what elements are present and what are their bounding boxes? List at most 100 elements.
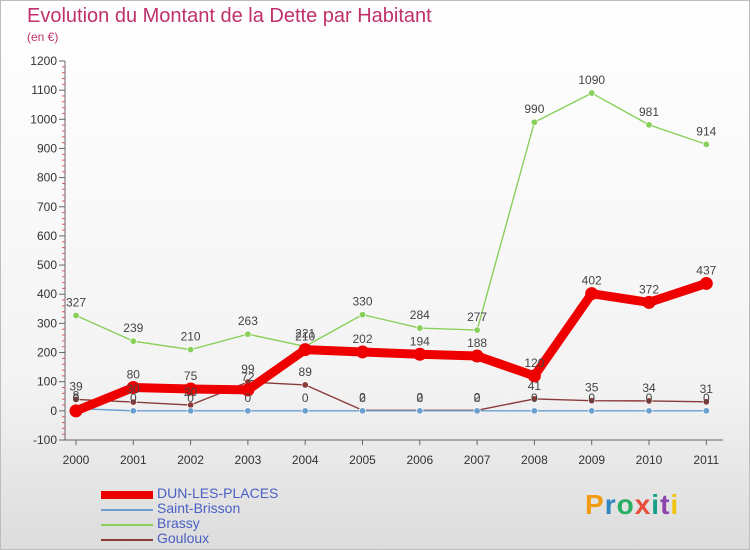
y-tick-label: 1000	[30, 112, 57, 126]
data-point-gouloux	[588, 397, 596, 405]
legend-label-gouloux: Gouloux	[157, 530, 210, 546]
x-tick-label: 2000	[63, 453, 90, 467]
data-label-brassy: 263	[238, 314, 258, 328]
y-tick-label: -100	[33, 433, 57, 447]
x-tick-label: 2004	[292, 453, 319, 467]
x-tick-label: 2009	[578, 453, 605, 467]
data-label-saint-brisson: 0	[416, 391, 423, 405]
data-point-dun-les-places	[470, 349, 484, 363]
y-tick-label: 100	[37, 375, 57, 389]
data-label-dun-les-places: 120	[524, 356, 544, 370]
data-label-gouloux: 39	[69, 379, 83, 393]
legend-label-brassy: Brassy	[157, 515, 200, 531]
data-label-saint-brisson: 0	[531, 391, 538, 405]
data-point-dun-les-places	[69, 404, 83, 418]
data-point-saint-brisson	[187, 407, 195, 415]
series-line-brassy	[75, 92, 707, 351]
data-point-saint-brisson	[530, 407, 538, 415]
data-label-brassy: 327	[66, 296, 86, 310]
data-point-brassy	[588, 89, 596, 97]
data-point-gouloux	[702, 398, 710, 406]
data-point-gouloux	[530, 395, 538, 403]
legend-label-saint-brisson: Saint-Brisson	[157, 500, 241, 516]
data-label-brassy: 221	[295, 326, 315, 340]
data-point-gouloux	[645, 397, 653, 405]
y-tick-label: 900	[37, 141, 57, 155]
data-label-saint-brisson: 0	[302, 391, 309, 405]
data-label-dun-les-places: 210	[295, 330, 315, 344]
legend-item-gouloux[interactable]: Gouloux	[101, 530, 361, 547]
data-label-gouloux: 2	[416, 390, 423, 404]
series-line-saint-brisson	[75, 407, 707, 412]
data-point-saint-brisson	[416, 407, 424, 415]
data-point-brassy	[358, 311, 366, 319]
data-point-saint-brisson	[645, 407, 653, 415]
data-point-saint-brisson	[473, 407, 481, 415]
proxiti-logo: Proxiti	[585, 489, 679, 521]
data-point-dun-les-places	[126, 381, 140, 395]
data-label-gouloux: 34	[642, 381, 656, 395]
legend: DUN-LES-PLACES Saint-Brisson Brassy Goul…	[101, 485, 361, 547]
x-tick-label: 2011	[693, 453, 719, 467]
data-label-dun-les-places: 72	[241, 370, 255, 384]
data-point-brassy	[244, 330, 252, 338]
data-point-dun-les-places	[527, 369, 541, 383]
data-label-dun-les-places: 402	[582, 274, 602, 288]
data-point-brassy	[530, 118, 538, 126]
data-point-dun-les-places	[356, 345, 369, 359]
data-point-dun-les-places	[241, 383, 255, 397]
data-label-brassy: 330	[352, 295, 372, 309]
chart-unit-label: (en €)	[27, 30, 59, 44]
y-tick-label: 500	[37, 258, 57, 272]
data-label-gouloux: 30	[127, 382, 141, 396]
data-point-dun-les-places	[184, 382, 198, 396]
logo-letter: P	[585, 489, 605, 520]
legend-label-dun-les-places: DUN-LES-PLACES	[157, 485, 279, 501]
x-tick-label: 2008	[521, 453, 548, 467]
data-label-saint-brisson: 8	[73, 389, 80, 403]
data-point-brassy	[129, 337, 137, 345]
x-tick-label: 2006	[406, 453, 433, 467]
data-label-gouloux: 99	[241, 362, 255, 376]
data-label-dun-les-places: 194	[410, 334, 430, 348]
data-point-gouloux	[301, 381, 309, 389]
legend-swatch-saint-brisson	[101, 509, 153, 511]
data-label-saint-brisson: 0	[703, 391, 710, 405]
data-label-dun-les-places: 75	[184, 369, 198, 383]
legend-item-dun-les-places[interactable]: DUN-LES-PLACES	[101, 485, 361, 502]
y-tick-label: 300	[37, 316, 57, 330]
y-tick-label: 400	[37, 287, 57, 301]
data-label-brassy: 914	[696, 124, 716, 138]
data-point-brassy	[473, 326, 481, 334]
y-tick-label: 700	[37, 200, 57, 214]
legend-item-brassy[interactable]: Brassy	[101, 515, 361, 532]
x-tick-label: 2007	[464, 453, 491, 467]
data-label-gouloux: 89	[299, 365, 313, 379]
x-tick-label: 2001	[120, 453, 147, 467]
data-point-saint-brisson	[129, 407, 137, 415]
legend-swatch-gouloux	[101, 539, 153, 541]
data-label-brassy: 1090	[578, 73, 605, 87]
data-label-gouloux: 2	[474, 390, 481, 404]
data-label-brassy: 284	[410, 308, 430, 322]
data-point-saint-brisson	[358, 407, 366, 415]
y-tick-label: 1100	[31, 83, 57, 97]
data-label-gouloux: 41	[528, 379, 542, 393]
data-point-saint-brisson	[301, 407, 309, 415]
data-point-saint-brisson	[244, 407, 252, 415]
data-point-saint-brisson	[588, 407, 596, 415]
data-point-brassy	[416, 324, 424, 332]
logo-letter: o	[616, 489, 635, 520]
x-tick-label: 2003	[235, 453, 262, 467]
data-label-gouloux: 2	[359, 390, 366, 404]
data-point-dun-les-places	[413, 347, 427, 361]
x-tick-label: 2010	[636, 453, 663, 467]
data-label-saint-brisson: 0	[646, 391, 653, 405]
y-tick-label: 800	[37, 171, 57, 185]
chart-title: Evolution du Montant de la Dette par Hab…	[27, 5, 432, 27]
legend-item-saint-brisson[interactable]: Saint-Brisson	[101, 500, 361, 517]
data-label-saint-brisson: 0	[130, 391, 137, 405]
data-label-dun-les-places: 0	[73, 391, 80, 405]
data-point-brassy	[702, 140, 710, 148]
